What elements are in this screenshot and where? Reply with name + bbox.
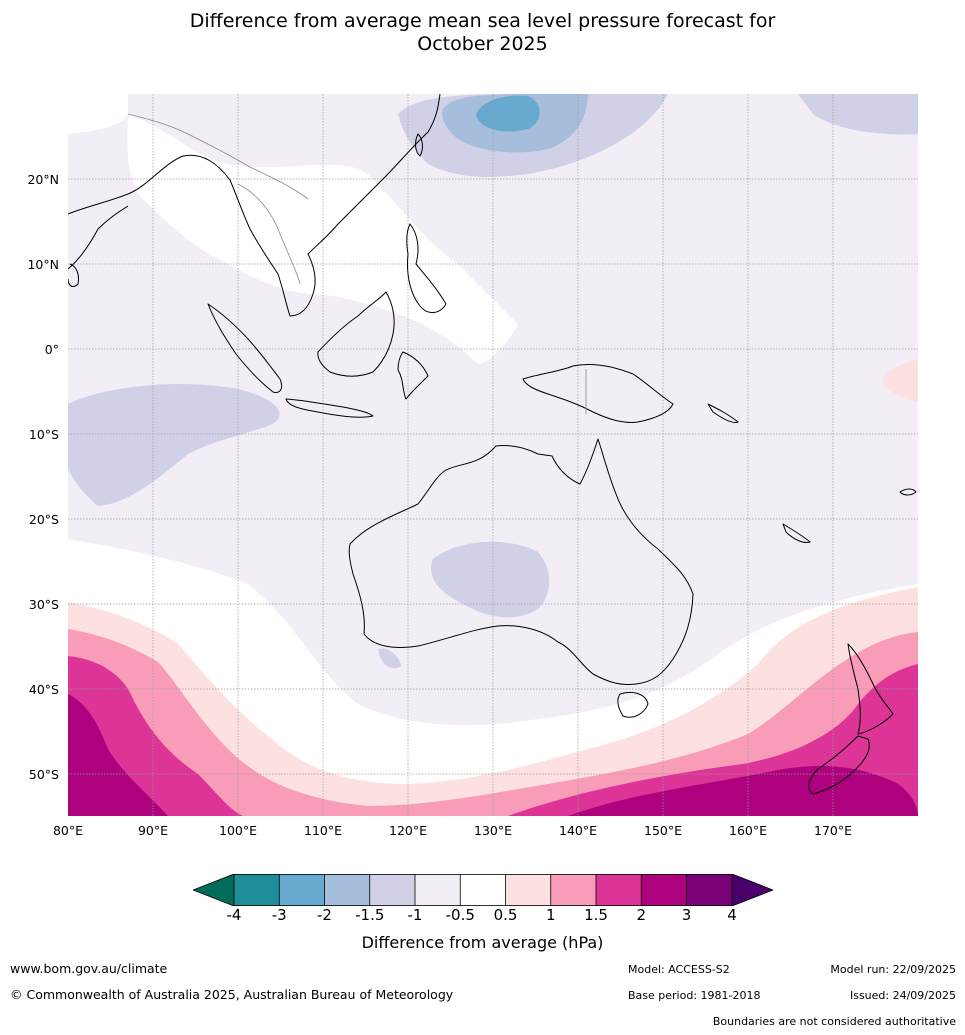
lat-label-30s: 30°S xyxy=(28,597,59,612)
coastline-sulawesi xyxy=(397,351,429,400)
lat-label-20s: 20°S xyxy=(28,512,59,527)
colorbar-extend-low xyxy=(191,873,235,907)
lon-label-150e: 150°E xyxy=(643,823,683,838)
coastline-philippines xyxy=(406,223,447,313)
coastline-solomon-islands xyxy=(707,403,739,423)
lon-label-100e: 100°E xyxy=(218,823,258,838)
coastline-asia-mainland xyxy=(68,94,441,317)
colorbar-swatch-p05-1 xyxy=(505,874,551,906)
coastline-fiji xyxy=(899,488,917,496)
pressure-anomaly-map xyxy=(68,94,918,816)
chart-title: Difference from average mean sea level p… xyxy=(0,10,965,56)
coastline-india xyxy=(68,205,129,270)
coastline-borneo xyxy=(317,291,395,377)
anomaly-field-minus-1-to-1.5-indian xyxy=(68,384,280,506)
colorbar-swatch-p3-4 xyxy=(686,874,732,906)
lat-label-0: 0° xyxy=(44,342,59,357)
lon-label-90e: 90°E xyxy=(137,823,169,838)
anomaly-field-plus-1-to-1.5 xyxy=(68,629,918,816)
colorbar-swatch-m3-m2 xyxy=(279,874,325,906)
coastline-taiwan xyxy=(415,133,423,157)
colorbar-tick: -1.5 xyxy=(355,906,385,924)
colorbar-swatch-m05-05 xyxy=(460,874,506,906)
coastline-java xyxy=(285,398,374,418)
lat-label-10s: 10°S xyxy=(28,427,59,442)
colorbar-tick: -2 xyxy=(317,906,332,924)
colorbar-tick: -0.5 xyxy=(445,906,475,924)
issued-date: Issued: 24/09/2025 xyxy=(849,989,956,1002)
model-name: Model: ACCESS-S2 xyxy=(628,963,730,976)
lon-label-110e: 110°E xyxy=(303,823,343,838)
lon-label-160e: 160°E xyxy=(728,823,768,838)
model-run-date: Model run: 22/09/2025 xyxy=(830,963,956,976)
colorbar-tick: -3 xyxy=(271,906,287,924)
graticule xyxy=(68,94,918,816)
coastline-sumatra xyxy=(207,303,283,393)
colorbar xyxy=(191,873,775,907)
coastline-new-guinea xyxy=(522,363,674,423)
colorbar-label: Difference from average (hPa) xyxy=(361,933,604,952)
title-line-1: Difference from average mean sea level p… xyxy=(189,10,776,32)
border-mainland-asia xyxy=(127,113,309,200)
colorbar-tick: 1 xyxy=(545,906,556,924)
lat-label-10n: 10°N xyxy=(27,257,59,272)
lon-label-170e: 170°E xyxy=(813,823,853,838)
base-period: Base period: 1981-2018 xyxy=(628,989,761,1002)
coastline-new-caledonia xyxy=(782,523,811,543)
colorbar-extend-high xyxy=(731,873,775,907)
anomaly-field-plus-2-to-3 xyxy=(68,694,168,816)
anomaly-field-plus-0.5-to-1-east xyxy=(882,359,918,402)
lon-label-130e: 130°E xyxy=(473,823,513,838)
colorbar-swatch-m2-m15 xyxy=(324,874,370,906)
website-link[interactable]: www.bom.gov.au/climate xyxy=(10,961,168,976)
colorbar-swatch-p2-3 xyxy=(641,874,687,906)
anomaly-field-minus-1-to-1.5-australia xyxy=(431,541,550,618)
colorbar-swatch-m4-m3 xyxy=(234,874,280,906)
coastline-sri-lanka xyxy=(68,263,79,287)
coastline-australia xyxy=(348,438,694,685)
colorbar-swatch-m15-m1 xyxy=(369,874,415,906)
title-line-2: October 2025 xyxy=(417,33,548,55)
lat-label-20n: 20°N xyxy=(27,172,59,187)
lon-label-140e: 140°E xyxy=(558,823,598,838)
anomaly-field-minus-2-to-3 xyxy=(476,95,540,132)
colorbar-tick: 2 xyxy=(636,906,647,924)
colorbar-tick: 3 xyxy=(681,906,692,924)
colorbar-tick: -1 xyxy=(407,906,423,924)
colorbar-tick: 1.5 xyxy=(584,906,608,924)
colorbar-tick: -4 xyxy=(226,906,242,924)
colorbar-tick: 0.5 xyxy=(493,906,518,924)
copyright-notice: © Commonwealth of Australia 2025, Austra… xyxy=(10,987,454,1002)
colorbar-swatch-m1-m05 xyxy=(415,874,461,906)
coastline-new-zealand-south xyxy=(808,735,870,795)
lon-label-80e: 80°E xyxy=(52,823,84,838)
colorbar-swatch-p15-2 xyxy=(596,874,642,906)
boundaries-disclaimer: Boundaries are not considered authoritat… xyxy=(712,1015,956,1028)
lat-label-40s: 40°S xyxy=(28,682,59,697)
coastline-tasmania xyxy=(617,691,649,718)
colorbar-swatch-p1-15 xyxy=(550,874,596,906)
colorbar-tick: 4 xyxy=(727,906,737,924)
lon-label-120e: 120°E xyxy=(388,823,428,838)
lat-label-50s: 50°S xyxy=(28,767,59,782)
coastline-new-zealand-north xyxy=(847,643,894,735)
